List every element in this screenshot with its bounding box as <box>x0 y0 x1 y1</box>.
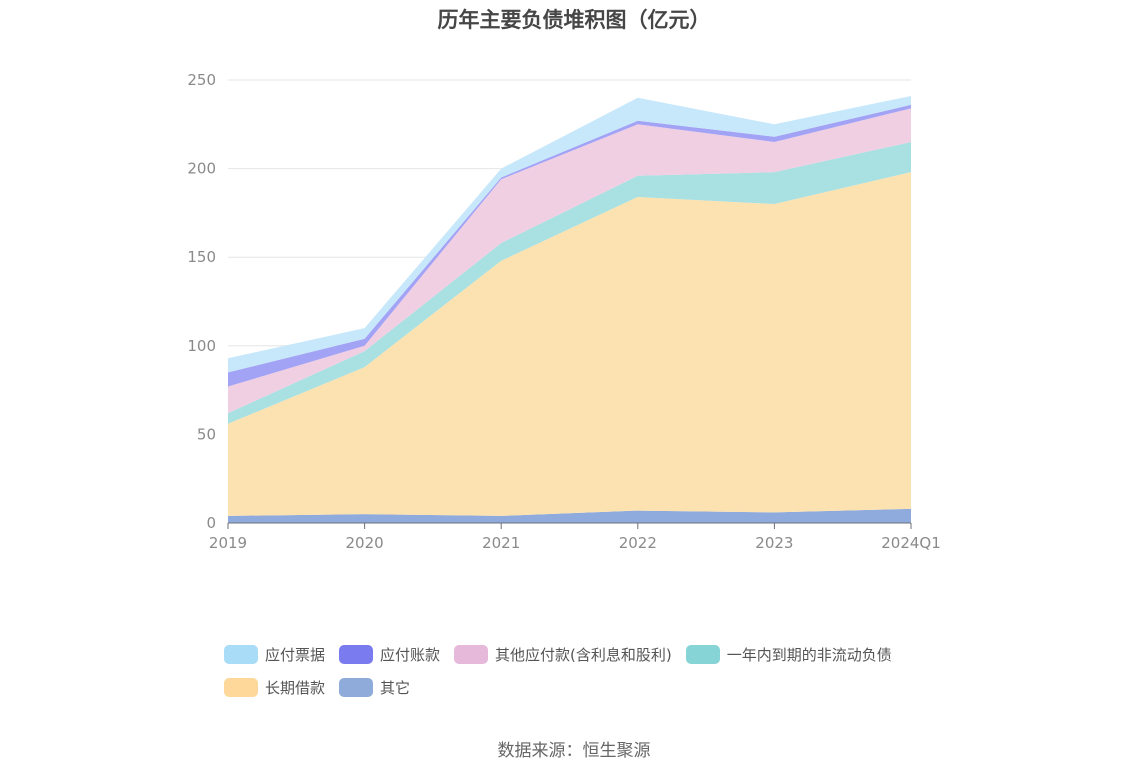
area-series <box>228 95 911 523</box>
legend-item[interactable]: 一年内到期的非流动负债 <box>685 644 892 665</box>
legend-swatch <box>685 645 720 664</box>
x-tick-label: 2023 <box>755 534 793 552</box>
legend-item[interactable]: 其他应付款(含利息和股利) <box>454 644 672 665</box>
y-tick-label: 0 <box>206 514 216 532</box>
legend-item[interactable]: 长期借款 <box>224 677 325 698</box>
x-tick-label: 2024Q1 <box>881 534 941 552</box>
area-应付账款[interactable] <box>228 104 911 387</box>
y-tick-label: 100 <box>187 337 216 355</box>
legend-label: 其他应付款(含利息和股利) <box>495 646 672 664</box>
legend-swatch <box>339 645 374 664</box>
legend-item[interactable]: 其它 <box>339 677 410 698</box>
legend-row-2: 长期借款 其它 <box>224 671 984 704</box>
legend-item[interactable]: 应付票据 <box>224 644 325 665</box>
chart-title: 历年主要负债堆积图（亿元） <box>437 8 711 32</box>
legend-swatch <box>224 645 258 664</box>
legend-label: 应付账款 <box>380 646 441 664</box>
data-source-note: 数据来源：恒生聚源 <box>497 741 651 761</box>
x-tick-label: 2021 <box>482 534 520 552</box>
legend-label: 一年内到期的非流动负债 <box>726 646 892 664</box>
x-tick-label: 2019 <box>209 534 247 552</box>
legend-swatch <box>224 678 258 697</box>
area-一年内到期的非流动负债[interactable] <box>228 142 911 424</box>
x-tick-label: 2020 <box>346 534 384 552</box>
legend-item[interactable]: 应付账款 <box>339 644 440 665</box>
x-tick-label: 2022 <box>619 534 657 552</box>
legend-swatch <box>339 678 374 697</box>
y-tick-label: 250 <box>187 71 216 89</box>
legend-label: 长期借款 <box>265 679 326 697</box>
area-其他应付款(含利息和股利)[interactable] <box>228 108 911 414</box>
y-tick-label: 200 <box>187 160 216 178</box>
legend-swatch <box>454 645 489 664</box>
area-其它[interactable] <box>228 508 911 523</box>
legend-label: 应付票据 <box>265 646 326 664</box>
area-应付票据[interactable] <box>228 95 911 373</box>
area-长期借款[interactable] <box>228 172 911 516</box>
legend: 应付票据 应付账款 其他应付款(含利息和股利) 一年内到期的非流动负债 长期借款… <box>224 638 984 704</box>
y-tick-label: 150 <box>187 248 216 266</box>
legend-label: 其它 <box>380 679 411 697</box>
legend-row-1: 应付票据 应付账款 其他应付款(含利息和股利) 一年内到期的非流动负债 <box>224 638 984 671</box>
axes: 0 50 100 150 200 250 2019 2020 2021 2022 2023 2024Q… <box>187 71 940 552</box>
y-tick-label: 50 <box>197 425 216 443</box>
